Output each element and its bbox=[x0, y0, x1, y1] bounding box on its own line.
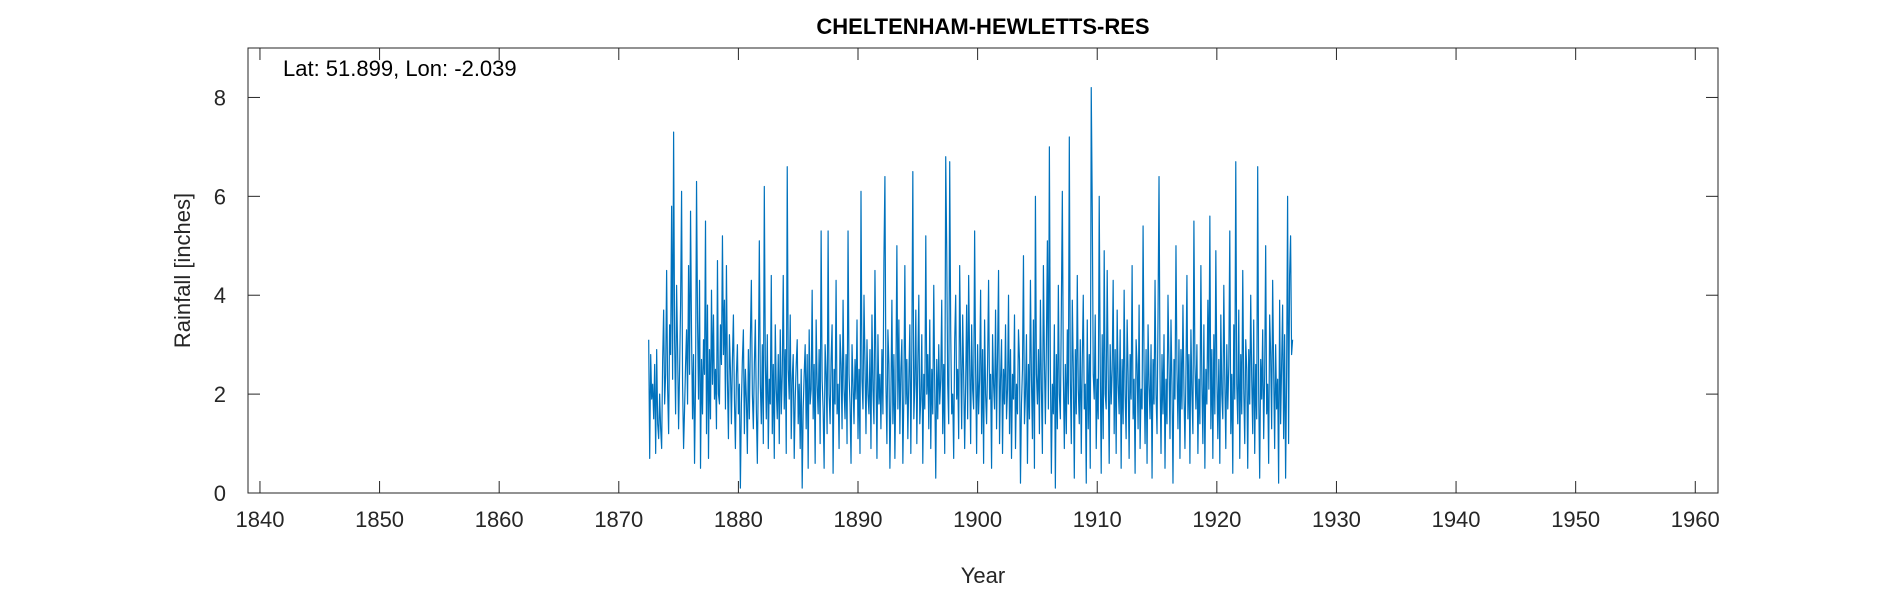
y-tick-label: 8 bbox=[214, 85, 226, 110]
x-tick-label: 1840 bbox=[235, 507, 284, 532]
x-tick-label: 1940 bbox=[1432, 507, 1481, 532]
x-tick-label: 1900 bbox=[953, 507, 1002, 532]
x-axis-ticks: 1840 1850 1860 1870 1880 1890 1900 1910 1920 1930… bbox=[235, 48, 1720, 532]
x-tick-label: 1850 bbox=[355, 507, 404, 532]
y-tick-label: 4 bbox=[214, 283, 226, 308]
x-tick-label: 1950 bbox=[1551, 507, 1600, 532]
x-tick-label: 1880 bbox=[714, 507, 763, 532]
x-tick-label: 1920 bbox=[1192, 507, 1241, 532]
y-tick-label: 0 bbox=[214, 481, 226, 506]
x-tick-label: 1890 bbox=[834, 507, 883, 532]
x-tick-label: 1960 bbox=[1671, 507, 1720, 532]
y-tick-label: 2 bbox=[214, 382, 226, 407]
x-tick-label: 1930 bbox=[1312, 507, 1361, 532]
x-tick-label: 1910 bbox=[1073, 507, 1122, 532]
location-annotation: Lat: 51.899, Lon: -2.039 bbox=[283, 56, 517, 81]
y-tick-label: 6 bbox=[214, 184, 226, 209]
x-tick-label: 1860 bbox=[475, 507, 524, 532]
y-axis-ticks: 0 2 4 6 8 bbox=[214, 85, 1718, 506]
rainfall-series-line bbox=[648, 86, 1294, 489]
y-axis-label: Rainfall [inches] bbox=[170, 193, 195, 348]
x-tick-label: 1870 bbox=[594, 507, 643, 532]
chart-title: CHELTENHAM-HEWLETTS-RES bbox=[816, 14, 1149, 39]
plot-box bbox=[247, 47, 1719, 494]
x-axis-label: Year bbox=[961, 563, 1005, 588]
